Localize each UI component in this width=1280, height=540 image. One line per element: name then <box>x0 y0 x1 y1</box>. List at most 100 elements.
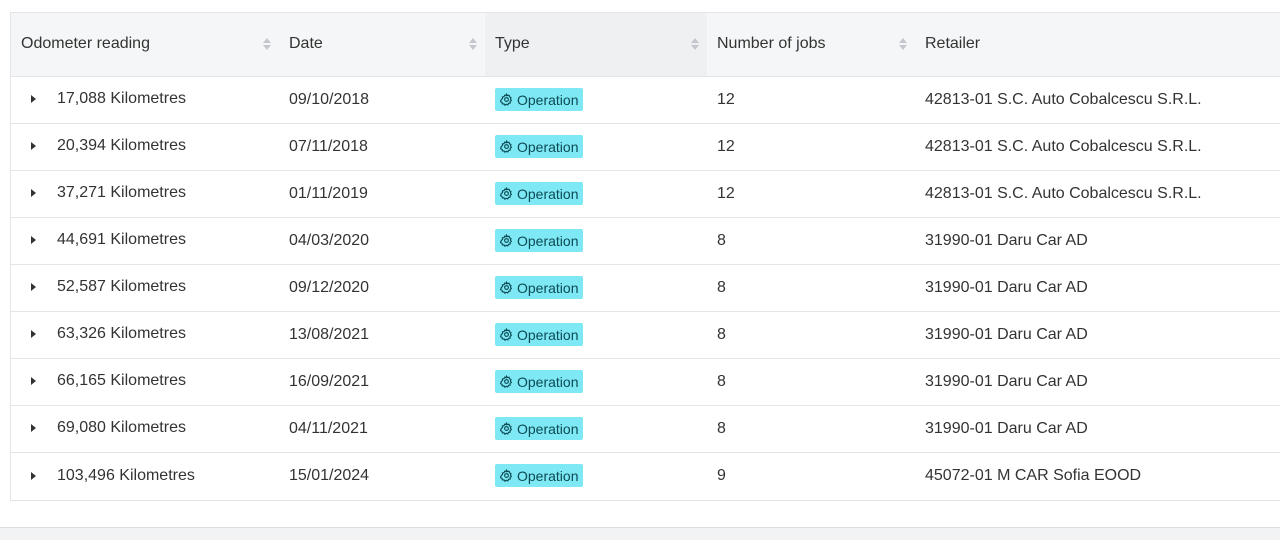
retailer-cell: 31990-01 Daru Car AD <box>925 278 1088 296</box>
odometer-value: 37,271 Kilometres <box>57 184 186 202</box>
sort-icon[interactable] <box>691 37 699 51</box>
sort-icon[interactable] <box>263 37 271 51</box>
expand-row-icon[interactable] <box>27 139 41 153</box>
odometer-value: 69,080 Kilometres <box>57 419 186 437</box>
retailer-cell: 45072-01 M CAR Sofia EOOD <box>925 466 1142 484</box>
type-badge-label: Operation <box>517 326 579 343</box>
table-header: Odometer reading Date Type Number of job… <box>11 13 1280 77</box>
column-header-label: Odometer reading <box>21 35 150 53</box>
odometer-cell: 69,080 Kilometres <box>11 405 279 452</box>
jobs-cell: 12 <box>717 137 735 155</box>
table-row[interactable]: 37,271 Kilometres 01/11/2019 Operation 12 42… <box>11 170 1280 217</box>
gear-icon <box>499 92 513 106</box>
expand-row-icon[interactable] <box>27 421 41 435</box>
date-cell: 15/01/2024 <box>289 466 370 484</box>
type-badge: Operation <box>495 229 584 252</box>
type-badge-label: Operation <box>517 467 579 484</box>
column-header-jobs[interactable]: Number of jobs <box>707 13 915 77</box>
column-header-odometer[interactable]: Odometer reading <box>11 13 279 77</box>
date-cell: 09/12/2020 <box>289 278 370 296</box>
table-row[interactable]: 20,394 Kilometres 07/11/2018 Operation 12 42… <box>11 123 1280 170</box>
gear-icon <box>499 233 513 247</box>
type-badge: Operation <box>495 88 584 111</box>
type-cell: Operation <box>485 170 707 217</box>
jobs-cell: 8 <box>717 325 726 343</box>
column-header-label: Retailer <box>925 35 981 53</box>
column-header-date[interactable]: Date <box>279 13 485 77</box>
type-badge-label: Operation <box>517 185 579 202</box>
table-row[interactable]: 66,165 Kilometres 16/09/2021 Operation 8 319… <box>11 358 1280 405</box>
date-cell: 09/10/2018 <box>289 90 370 108</box>
date-cell: 13/08/2021 <box>289 325 370 343</box>
odometer-value: 20,394 Kilometres <box>57 137 186 155</box>
type-badge-label: Operation <box>517 91 579 108</box>
jobs-cell: 8 <box>717 372 726 390</box>
expand-row-icon[interactable] <box>27 233 41 247</box>
retailer-cell: 31990-01 Daru Car AD <box>925 372 1088 390</box>
expand-row-icon[interactable] <box>27 327 41 341</box>
type-badge: Operation <box>495 135 584 158</box>
odometer-cell: 52,587 Kilometres <box>11 264 279 311</box>
type-badge-label: Operation <box>517 232 579 249</box>
odometer-cell: 66,165 Kilometres <box>11 358 279 405</box>
jobs-cell: 8 <box>717 278 726 296</box>
gear-icon <box>499 280 513 294</box>
type-cell: Operation <box>485 123 707 170</box>
type-cell: Operation <box>485 452 707 499</box>
column-header-label: Date <box>289 35 323 53</box>
type-badge: Operation <box>495 276 584 299</box>
type-badge: Operation <box>495 182 584 205</box>
table-row[interactable]: 63,326 Kilometres 13/08/2021 Operation 8 319… <box>11 311 1280 358</box>
retailer-cell: 31990-01 Daru Car AD <box>925 419 1088 437</box>
table-row[interactable]: 44,691 Kilometres 04/03/2020 Operation 8 319… <box>11 217 1280 264</box>
expand-row-icon[interactable] <box>27 280 41 294</box>
type-badge: Operation <box>495 417 584 440</box>
odometer-cell: 63,326 Kilometres <box>11 311 279 358</box>
date-cell: 07/11/2018 <box>289 137 368 155</box>
odometer-value: 17,088 Kilometres <box>57 90 186 108</box>
odometer-cell: 37,271 Kilometres <box>11 170 279 217</box>
type-badge-label: Operation <box>517 420 579 437</box>
gear-icon <box>499 139 513 153</box>
sort-icon[interactable] <box>899 37 907 51</box>
type-cell: Operation <box>485 217 707 264</box>
column-header-type[interactable]: Type <box>485 13 707 77</box>
date-cell: 04/03/2020 <box>289 231 370 249</box>
odometer-value: 66,165 Kilometres <box>57 372 186 390</box>
sort-icon[interactable] <box>469 37 477 51</box>
type-cell: Operation <box>485 358 707 405</box>
jobs-cell: 12 <box>717 90 735 108</box>
expand-row-icon[interactable] <box>27 186 41 200</box>
odometer-value: 103,496 Kilometres <box>57 466 195 484</box>
expand-row-icon[interactable] <box>27 469 41 483</box>
retailer-cell: 31990-01 Daru Car AD <box>925 325 1088 343</box>
jobs-cell: 12 <box>717 184 735 202</box>
expand-row-icon[interactable] <box>27 374 41 388</box>
gear-icon <box>499 186 513 200</box>
table-row[interactable]: 52,587 Kilometres 09/12/2020 Operation 8 319… <box>11 264 1280 311</box>
gear-icon <box>499 468 513 483</box>
odometer-value: 63,326 Kilometres <box>57 325 186 343</box>
type-badge: Operation <box>495 370 584 393</box>
odometer-cell: 103,496 Kilometres <box>11 452 279 499</box>
service-history-table: Odometer reading Date Type Number of job… <box>10 12 1280 501</box>
retailer-cell: 42813-01 S.C. Auto Cobalcescu S.R.L. <box>925 184 1202 202</box>
table-row[interactable]: 17,088 Kilometres 09/10/2018 Operation 12 42… <box>11 76 1280 123</box>
table-row[interactable]: 69,080 Kilometres 04/11/2021 Operation 8 319… <box>11 405 1280 452</box>
type-cell: Operation <box>485 405 707 452</box>
type-cell: Operation <box>485 311 707 358</box>
odometer-cell: 44,691 Kilometres <box>11 217 279 264</box>
odometer-value: 44,691 Kilometres <box>57 231 186 249</box>
type-badge: Operation <box>495 464 584 488</box>
gear-icon <box>499 374 513 388</box>
date-cell: 01/11/2019 <box>289 184 368 202</box>
gear-icon <box>499 327 513 341</box>
odometer-cell: 20,394 Kilometres <box>11 123 279 170</box>
type-badge-label: Operation <box>517 373 579 390</box>
expand-row-icon[interactable] <box>27 92 41 106</box>
type-cell: Operation <box>485 264 707 311</box>
table-row[interactable]: 103,496 Kilometres 15/01/2024 Operation 9 45… <box>11 452 1280 499</box>
column-header-label: Number of jobs <box>717 35 826 53</box>
jobs-cell: 8 <box>717 419 726 437</box>
